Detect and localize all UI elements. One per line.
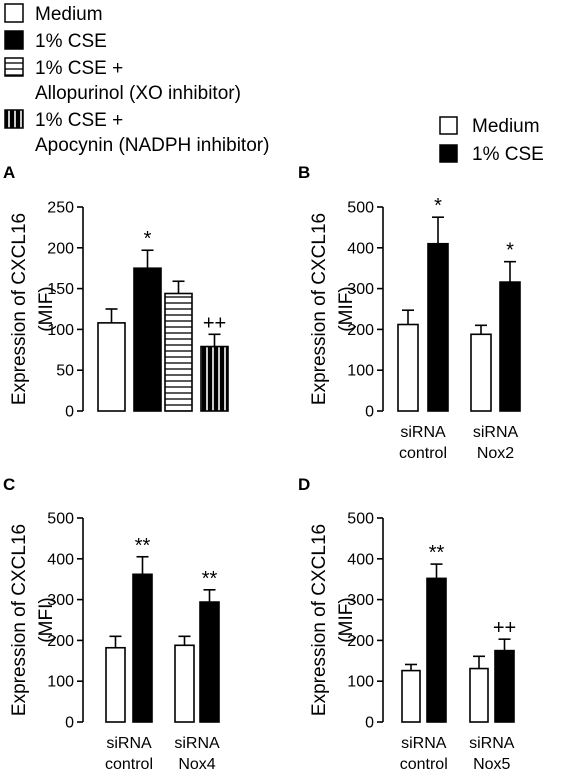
y-tick-label: 400 xyxy=(47,551,74,568)
y-tick-label: 100 xyxy=(47,322,74,339)
bar xyxy=(133,267,162,412)
bar xyxy=(470,333,492,412)
panel-letter: C xyxy=(3,475,15,494)
y-tick-label: 200 xyxy=(47,240,74,257)
legend-side: Medium 1% CSE xyxy=(439,116,544,165)
y-tick-label: 0 xyxy=(365,404,374,421)
legend-label-allopurinol-line2: Allopurinol (XO inhibitor) xyxy=(35,83,241,104)
x-category-label: siRNA xyxy=(401,735,447,752)
legend-side-item: Medium xyxy=(439,116,540,137)
panel-letter: A xyxy=(3,163,15,182)
y-tick-label: 500 xyxy=(47,511,74,528)
y-tick-label: 500 xyxy=(347,200,374,217)
y-tick-label: 50 xyxy=(56,363,74,380)
panel-d: D 0 100 200 300 400 500 Expression of CXCL16 (MI… xyxy=(298,475,516,772)
legend-swatch-cse xyxy=(4,30,24,50)
bar xyxy=(132,573,153,723)
legend-main-item: Medium xyxy=(4,3,103,25)
y-axis-label: Expression of CXCL16 xyxy=(9,213,30,405)
significance-mark: ++ xyxy=(493,617,516,639)
panel-letter: D xyxy=(298,475,310,494)
y-tick-label: 100 xyxy=(347,363,374,380)
y-tick-label: 200 xyxy=(47,633,74,650)
y-axis-label: Expression of CXCL16 xyxy=(309,213,330,405)
legend-side-label-medium: Medium xyxy=(472,116,540,137)
x-category-label: control xyxy=(400,756,448,772)
y-tick-label: 300 xyxy=(347,281,374,298)
x-category-label: control xyxy=(105,756,153,772)
y-tick-label: 200 xyxy=(347,633,374,650)
significance-mark: * xyxy=(506,240,514,262)
legend-side-label-cse: 1% CSE xyxy=(472,144,544,165)
bar xyxy=(199,601,220,723)
x-category-label: Nox4 xyxy=(178,756,215,772)
x-category-label: siRNA xyxy=(174,735,220,752)
panel-a: A 0 50 100 150 200 250 Expression of CXCL16 (MIF… xyxy=(3,163,229,421)
x-category-label: Nox2 xyxy=(477,445,514,462)
y-tick-label: 500 xyxy=(347,511,374,528)
legend-side-swatch-cse xyxy=(439,144,458,163)
y-axis-label-unit: (MFI) xyxy=(36,597,57,642)
bar xyxy=(397,323,419,412)
bar xyxy=(174,644,195,723)
legend-label-apocynin-line2: Apocynin (NADPH inhibitor) xyxy=(35,135,269,156)
bar xyxy=(200,345,229,412)
x-category-label: siRNA xyxy=(473,424,519,441)
panel-b: B 0 100 200 300 400 500 Expression of CXCL16 (MI… xyxy=(298,163,521,462)
significance-mark: ** xyxy=(429,542,445,564)
panel-letter: B xyxy=(298,163,310,182)
bar xyxy=(401,669,421,723)
x-category-label: siRNA xyxy=(469,735,515,752)
panel-c: C 0 100 200 300 400 500 Expression of CXCL16 (MF… xyxy=(3,475,220,772)
significance-mark: * xyxy=(434,195,442,217)
y-tick-label: 250 xyxy=(47,200,74,217)
x-category-label: control xyxy=(399,445,447,462)
significance-mark: * xyxy=(144,228,152,250)
significance-mark: ** xyxy=(135,535,151,557)
bar xyxy=(164,292,193,412)
bar xyxy=(105,646,126,723)
y-tick-label: 300 xyxy=(347,592,374,609)
y-tick-label: 400 xyxy=(347,551,374,568)
y-tick-label: 200 xyxy=(347,322,374,339)
bar xyxy=(426,577,447,723)
legend-swatch-apocynin xyxy=(4,109,24,129)
legend-label-cse: 1% CSE xyxy=(35,31,107,52)
y-tick-label: 0 xyxy=(365,715,374,732)
y-tick-label: 150 xyxy=(47,281,74,298)
legend-main-item: 1% CSE + Allopurinol (XO inhibitor) xyxy=(4,57,241,104)
x-category-label: siRNA xyxy=(106,735,152,752)
y-tick-label: 100 xyxy=(47,674,74,691)
legend-swatch-medium xyxy=(4,3,24,23)
bar xyxy=(499,281,521,412)
significance-mark: ** xyxy=(202,568,218,590)
legend-side-swatch-medium xyxy=(439,116,458,135)
bar xyxy=(494,649,515,723)
y-axis-label: Expression of CXCL16 xyxy=(309,524,330,716)
bar xyxy=(469,667,489,723)
y-axis-label-unit: (MIF) xyxy=(336,597,357,642)
legend-main: Medium 1% CSE 1% CSE + Allopurinol (XO i… xyxy=(4,3,269,156)
y-tick-label: 100 xyxy=(347,674,374,691)
legend-label-medium: Medium xyxy=(35,4,103,25)
legend-label-apocynin-line1: 1% CSE + xyxy=(35,110,123,131)
y-axis-label-unit: (MIF) xyxy=(336,286,357,331)
bar xyxy=(427,242,449,412)
legend-label-allopurinol-line1: 1% CSE + xyxy=(35,58,123,79)
bar xyxy=(97,322,126,412)
legend-side-item: 1% CSE xyxy=(439,144,544,165)
y-axis-label: Expression of CXCL16 xyxy=(9,524,30,716)
legend-main-item: 1% CSE + Apocynin (NADPH inhibitor) xyxy=(4,109,269,156)
y-axis-label-unit: (MIF) xyxy=(36,286,57,331)
x-category-label: siRNA xyxy=(400,424,446,441)
y-tick-label: 300 xyxy=(47,592,74,609)
legend-main-item: 1% CSE xyxy=(4,30,107,52)
legend-swatch-allopurinol xyxy=(4,57,24,77)
y-tick-label: 0 xyxy=(65,404,74,421)
significance-mark: ++ xyxy=(203,312,226,334)
y-tick-label: 400 xyxy=(347,240,374,257)
y-tick-label: 0 xyxy=(65,715,74,732)
x-category-label: Nox5 xyxy=(473,756,510,772)
